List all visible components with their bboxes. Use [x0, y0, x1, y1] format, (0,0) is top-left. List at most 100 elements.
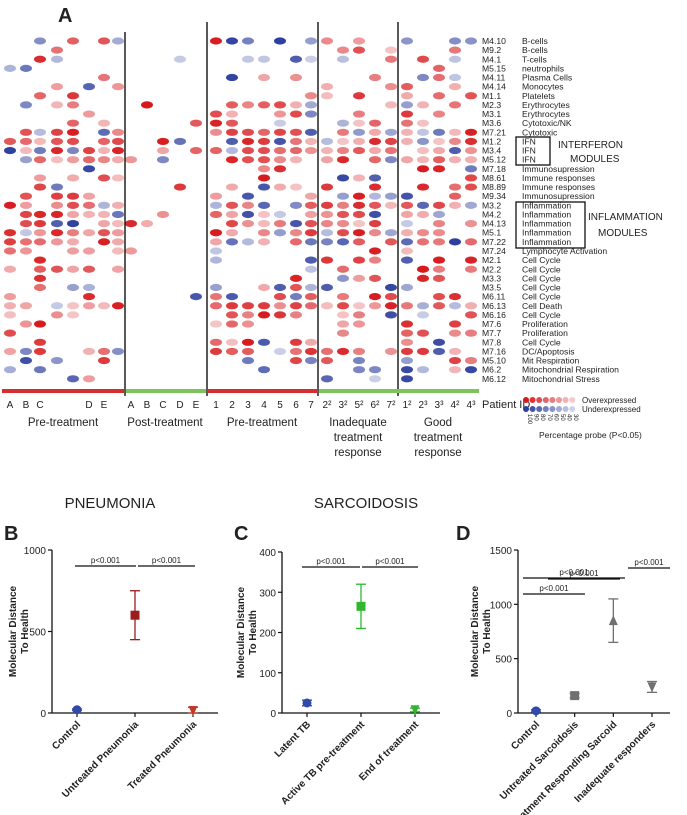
- heatmap-dot: [401, 119, 413, 127]
- heatmap-dot: [210, 338, 222, 346]
- heatmap-dot: [51, 146, 63, 155]
- heatmap-dot: [210, 37, 222, 45]
- heatmap-dot: [98, 174, 110, 182]
- y-tick-label: 100: [259, 669, 276, 680]
- heatmap-dot: [353, 302, 365, 310]
- patient-id: C: [36, 400, 43, 411]
- heatmap-dot: [242, 101, 254, 109]
- heatmap-dot: [67, 220, 79, 228]
- heatmap-dot: [112, 37, 124, 45]
- heatmap-dot: [449, 192, 461, 200]
- legend-swatch-under: [569, 406, 576, 412]
- heatmap-dot: [305, 146, 317, 155]
- heatmap-dot: [353, 119, 365, 127]
- heatmap-dot: [274, 283, 286, 292]
- heatmap-dot: [321, 256, 333, 264]
- heatmap-dot: [51, 83, 63, 91]
- heatmap-dot: [98, 146, 110, 155]
- heatmap-dot: [433, 128, 445, 136]
- heatmap-dot: [465, 37, 477, 45]
- group-label: response: [414, 447, 461, 459]
- group-label: response: [334, 447, 381, 459]
- data-point-triangle: [608, 615, 618, 626]
- heatmap-dot: [417, 366, 429, 374]
- heatmap-dot: [141, 220, 153, 228]
- heatmap-dot: [385, 293, 397, 301]
- heatmap-dot: [258, 283, 270, 292]
- heatmap-dot: [353, 347, 365, 356]
- heatmap-dot: [20, 201, 32, 209]
- significance-label: p<0.001: [559, 568, 589, 577]
- heatmap-dot: [433, 220, 445, 228]
- heatmap-dot: [401, 83, 413, 91]
- heatmap-dot: [210, 238, 222, 246]
- module-id-label: M7.24: [482, 246, 506, 256]
- heatmap-dot: [258, 338, 270, 346]
- heatmap-dot: [4, 265, 16, 273]
- heatmap-dot: [83, 146, 95, 155]
- heatmap-dot: [51, 201, 63, 209]
- y-tick-label: 500: [495, 655, 512, 666]
- y-tick-label: 300: [259, 588, 276, 599]
- heatmap-dot: [226, 311, 238, 319]
- heatmap-dot: [385, 311, 397, 319]
- module-id-label: M9.2: [482, 45, 501, 55]
- heatmap-dot: [83, 283, 95, 292]
- module-id-label: M6.12: [482, 374, 506, 384]
- heatmap-dot: [321, 220, 333, 228]
- legend-swatch-over: [536, 397, 543, 403]
- module-id-label: M9.34: [482, 191, 506, 201]
- heatmap-dot: [337, 302, 349, 310]
- module-name-label: Lymphocyte Activation: [522, 246, 607, 256]
- module-id-label: M4.11: [482, 73, 505, 83]
- heatmap-dot: [305, 220, 317, 228]
- heatmap-dot: [112, 156, 124, 164]
- data-point-square: [356, 601, 366, 611]
- heatmap-dot: [401, 256, 413, 264]
- heatmap-dot: [290, 55, 302, 63]
- heatmap-dot: [258, 55, 270, 63]
- heatmap-dot: [274, 101, 286, 109]
- heatmap-dot: [305, 210, 317, 219]
- heatmap-dot: [290, 183, 302, 191]
- heatmap-dot: [369, 174, 381, 182]
- module-name-label: Platelets: [522, 91, 555, 101]
- heatmap-dot: [51, 238, 63, 246]
- heatmap-dot: [337, 265, 349, 273]
- y-axis-label-line2: To Health: [482, 609, 493, 654]
- heatmap-dot: [290, 347, 302, 356]
- patient-id: 7²: [387, 400, 397, 411]
- heatmap-dot: [258, 366, 270, 374]
- module-name-label: Proliferation: [522, 328, 568, 338]
- heatmap-dot: [385, 156, 397, 164]
- heatmap-dot: [337, 201, 349, 209]
- heatmap-dot: [34, 137, 46, 146]
- heatmap-dot: [34, 320, 46, 328]
- heatmap-dot: [290, 220, 302, 228]
- heatmap-dot: [20, 238, 32, 246]
- heatmap-dot: [83, 83, 95, 91]
- heatmap-dot: [401, 92, 413, 100]
- heatmap-dot: [51, 302, 63, 310]
- heatmap-dot: [226, 137, 238, 146]
- module-name-label: Mit Respiration: [522, 356, 580, 366]
- heatmap-dot: [321, 356, 333, 365]
- significance-label: p<0.001: [91, 556, 121, 565]
- heatmap-dot: [290, 137, 302, 146]
- heatmap-dot: [369, 73, 381, 82]
- heatmap-dot: [67, 201, 79, 209]
- module-id-label: M6.13: [482, 301, 506, 311]
- patient-id: E: [193, 400, 200, 411]
- heatmap-dot: [258, 238, 270, 246]
- heatmap-dot: [290, 156, 302, 164]
- x-tick-label: Control: [509, 719, 542, 752]
- heatmap-dot: [112, 128, 124, 136]
- module-id-label: M3.3: [482, 273, 501, 283]
- module-name-label: Monocytes: [522, 82, 564, 92]
- heatmap-dot: [465, 238, 477, 246]
- heatmap-dot: [369, 274, 381, 282]
- y-axis-label-line1: Molecular Distance: [8, 585, 19, 677]
- heatmap-dot: [51, 220, 63, 228]
- heatmap-dot: [20, 220, 32, 228]
- heatmap-dot: [449, 55, 461, 63]
